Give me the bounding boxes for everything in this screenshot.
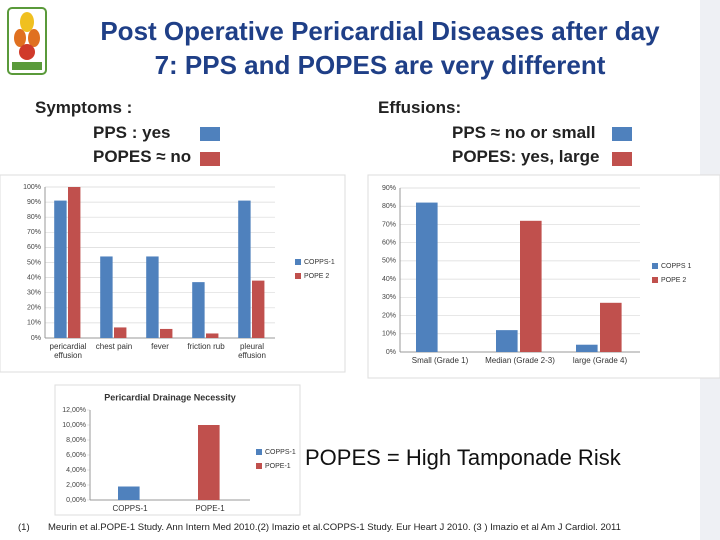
title-line: Post Operative Pericardial Diseases afte… [100, 16, 660, 46]
legend-key [200, 127, 220, 141]
x-tick-label: chest pain [95, 342, 133, 351]
x-tick-label: COPPS-1 [112, 504, 148, 513]
y-tick-label: 90% [382, 185, 396, 192]
y-tick-label: 60% [27, 244, 41, 251]
footnote: Meurin et al.POPE-1 Study. Ann Intern Me… [48, 522, 621, 533]
y-tick-label: 50% [382, 258, 396, 265]
x-tick-label: large (Grade 4) [572, 356, 628, 365]
bar [416, 202, 438, 352]
y-tick-label: 90% [27, 199, 41, 206]
y-tick-label: 20% [382, 312, 396, 319]
bar [576, 344, 598, 352]
x-tick-label: pleural effusion [238, 342, 266, 360]
bar [68, 187, 81, 338]
legend-key [612, 152, 632, 166]
bar [198, 425, 220, 500]
bar [114, 327, 127, 338]
bar [54, 200, 67, 338]
legend-key [200, 152, 220, 166]
bar [238, 200, 251, 338]
bar [192, 282, 205, 338]
y-tick-label: 10,00% [62, 422, 86, 429]
slide-title: Post Operative Pericardial Diseases afte… [0, 14, 720, 82]
x-tick-label: friction rub [187, 342, 225, 351]
y-tick-label: 30% [27, 290, 41, 297]
legend-swatch [256, 463, 262, 469]
x-tick-label: fever [151, 342, 169, 351]
x-tick-label: Small (Grade 1) [411, 356, 469, 365]
y-tick-label: 70% [27, 229, 41, 236]
logo [7, 7, 47, 75]
bar [160, 328, 173, 338]
x-tick-label: pericardial effusion [49, 342, 87, 360]
y-tick-label: 60% [382, 240, 396, 247]
legend-label: COPPS 1 [661, 263, 691, 270]
y-tick-label: 0,00% [66, 497, 86, 504]
legend-swatch [295, 273, 301, 279]
y-tick-label: 100% [23, 184, 41, 191]
y-tick-label: 4,00% [66, 467, 86, 474]
legend-key [612, 127, 632, 141]
y-tick-label: 10% [382, 331, 396, 338]
y-tick-label: 20% [27, 305, 41, 312]
y-tick-label: 80% [27, 214, 41, 221]
legend-label: POPE 2 [661, 277, 686, 284]
bar [600, 302, 622, 352]
y-tick-label: 30% [382, 294, 396, 301]
legend-swatch [256, 449, 262, 455]
chart-frame [54, 384, 301, 516]
bar [118, 486, 140, 500]
bar [520, 220, 542, 352]
bar [100, 256, 113, 338]
y-tick-label: 12,00% [62, 407, 86, 414]
conclusion: POPES = High Tamponade Risk [305, 445, 621, 470]
y-tick-label: 8,00% [66, 437, 86, 444]
legend-swatch [295, 259, 301, 265]
y-tick-label: 6,00% [66, 452, 86, 459]
x-tick-label: POPE-1 [195, 504, 225, 513]
chart-title: Pericardial Drainage Necessity [104, 392, 236, 402]
bar [496, 330, 518, 352]
legend-swatch [652, 263, 658, 269]
bar [206, 333, 219, 338]
effusions-heading: Effusions: [378, 98, 462, 117]
title-line: 7: PPS and POPES are very different [154, 50, 606, 80]
effusions-popes: POPES: yes, large [452, 147, 600, 166]
legend-label: POPE 2 [304, 273, 329, 280]
y-tick-label: 0% [31, 335, 41, 342]
legend-label: COPPS-1 [304, 259, 335, 266]
symptoms-popes: POPES ≈ no [93, 147, 192, 166]
legend-swatch [652, 277, 658, 283]
bar [146, 256, 159, 338]
effusions-pps: PPS ≈ no or small [452, 123, 596, 142]
legend-label: COPPS-1 [265, 449, 296, 456]
y-tick-label: 40% [27, 274, 41, 281]
y-tick-label: 0% [386, 349, 396, 356]
y-tick-label: 50% [27, 259, 41, 266]
symptoms-heading: Symptoms : [35, 98, 133, 117]
symptoms-pps: PPS : yes [93, 123, 171, 142]
y-tick-label: 70% [382, 221, 396, 228]
y-tick-label: 2,00% [66, 482, 86, 489]
y-tick-label: 40% [382, 276, 396, 283]
bar [252, 280, 265, 338]
y-tick-label: 80% [382, 203, 396, 210]
footnote-marker: (1) [18, 522, 30, 533]
legend-label: POPE-1 [265, 463, 291, 470]
x-tick-label: Median (Grade 2-3) [485, 356, 555, 365]
y-tick-label: 10% [27, 320, 41, 327]
